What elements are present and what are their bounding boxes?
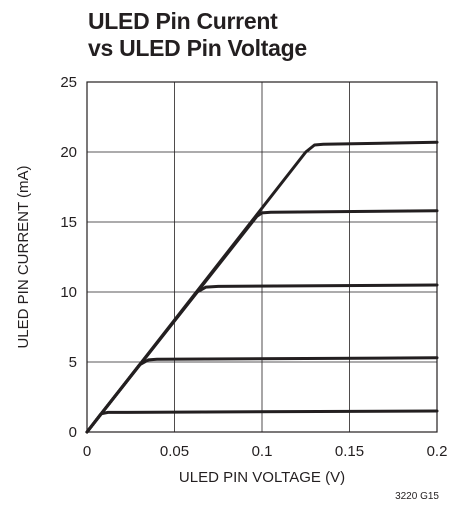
y-tick-label-1: 5 bbox=[69, 354, 77, 371]
chart-title: ULED Pin Current vs ULED Pin Voltage bbox=[88, 8, 307, 62]
x-tick-label-0: 0 bbox=[83, 443, 91, 460]
chart-title-line-2: vs ULED Pin Voltage bbox=[88, 35, 307, 61]
grid bbox=[87, 82, 437, 432]
x-tick-label-3: 0.15 bbox=[335, 443, 364, 460]
chart-title-line-1: ULED Pin Current bbox=[88, 8, 278, 34]
y-tick-label-4: 20 bbox=[60, 144, 77, 161]
x-axis-label: ULED PIN VOLTAGE (V) bbox=[179, 469, 345, 486]
series-line-5 bbox=[85, 140, 439, 434]
y-axis-ticks: 0 5 10 15 20 25 bbox=[60, 74, 77, 441]
x-tick-label-4: 0.2 bbox=[427, 443, 448, 460]
y-tick-label-5: 25 bbox=[60, 74, 77, 91]
plot-frame bbox=[86, 81, 438, 433]
y-tick-label-3: 15 bbox=[60, 214, 77, 231]
curves bbox=[85, 140, 439, 434]
y-tick-label-2: 10 bbox=[60, 284, 77, 301]
x-axis-ticks: 0 0.05 0.1 0.15 0.2 bbox=[83, 443, 448, 460]
y-axis-label: ULED PIN CURRENT (mA) bbox=[15, 165, 32, 348]
x-tick-label-1: 0.05 bbox=[160, 443, 189, 460]
y-tick-label-0: 0 bbox=[69, 424, 77, 441]
x-tick-label-2: 0.1 bbox=[252, 443, 273, 460]
figure-id: 3220 G15 bbox=[395, 491, 439, 502]
